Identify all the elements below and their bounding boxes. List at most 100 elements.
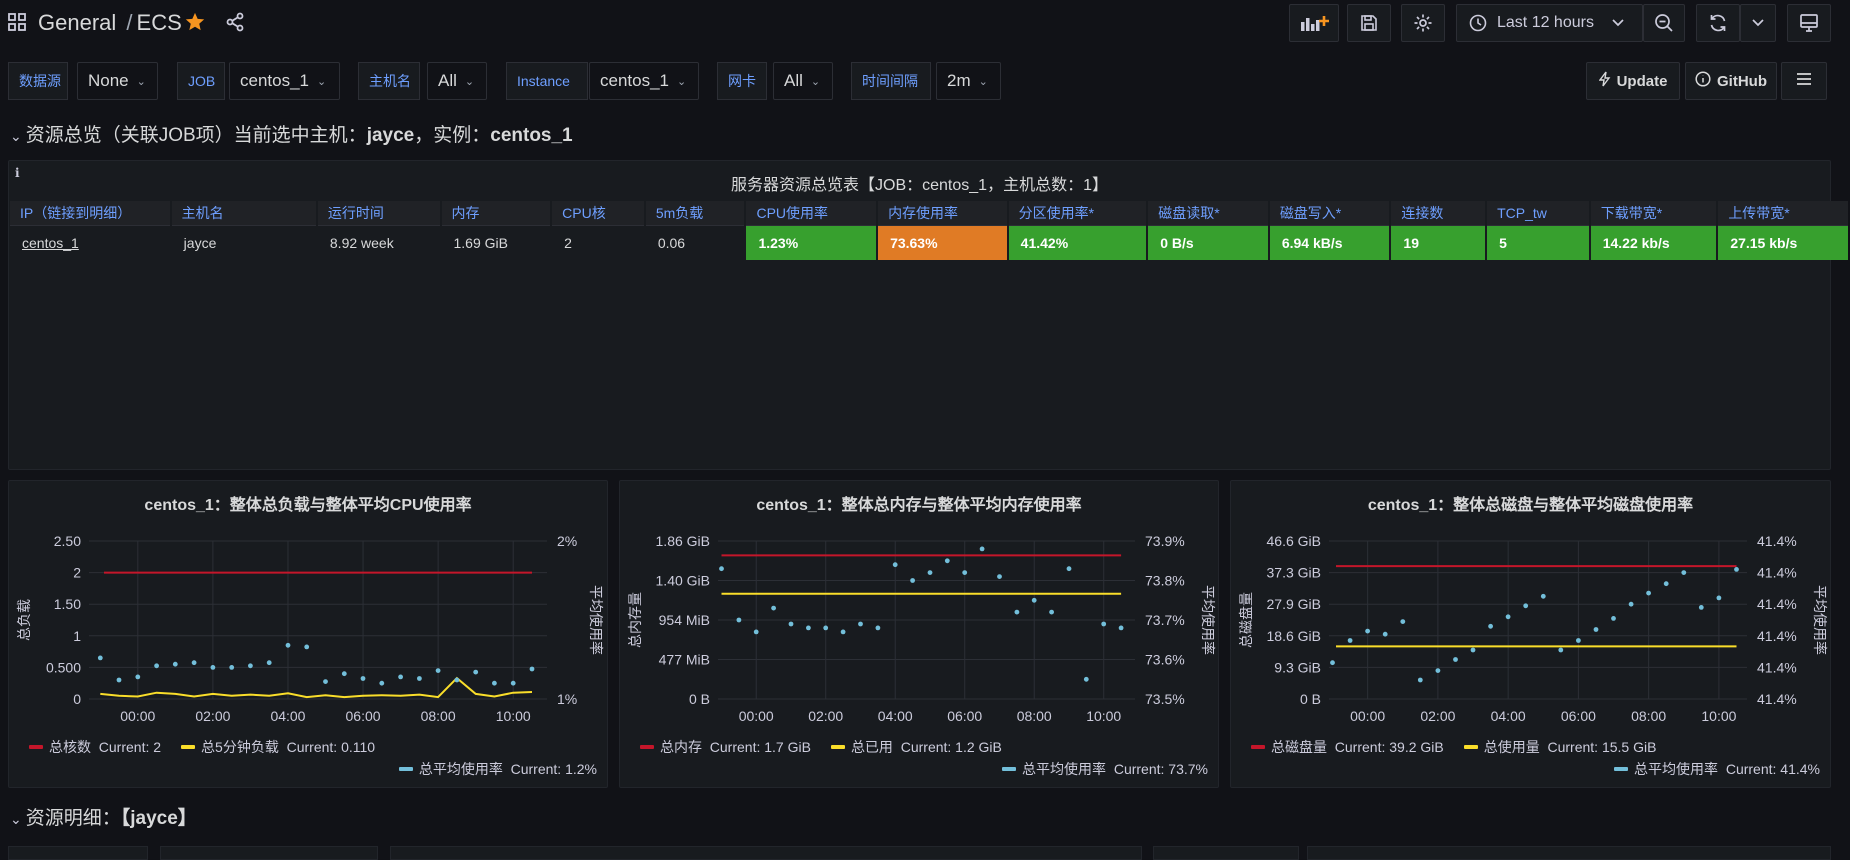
cpu-load-chart: 2.50 2 1.50 1 0.500 0 2% 1% 00:00 02:00 04:00 06:00… (16, 533, 604, 724)
var-value-nic: All (784, 71, 803, 90)
legend-series-name[interactable]: 总平均使用率 (1634, 761, 1719, 777)
var-select-interval[interactable]: 2m ⌄ (936, 62, 1001, 100)
var-select-datasource[interactable]: None ⌄ (77, 62, 158, 100)
cpu-load-chart-panel: centos_1：整体总负载与整体平均CPU使用率 2.50 2 1.50 1 0.50… (8, 480, 608, 788)
chart-legend: 总内存 Current: 1.7 GiB 总已用 Current: 1.2 Gi… (640, 737, 1002, 757)
cell-hostname: jayce (171, 225, 316, 260)
update-link-button[interactable]: Update (1586, 62, 1680, 100)
column-header[interactable]: 磁盘读取* (1148, 201, 1268, 225)
y-tick-label: 27.9 GiB (1267, 596, 1321, 612)
x-tick-label: 06:00 (346, 708, 381, 724)
y-tick-label: 0.500 (46, 659, 81, 675)
data-point (323, 679, 328, 684)
legend-series-value: Current: 2 (98, 739, 162, 755)
chart-legend: 总核数 Current: 2 总5分钟负载 Current: 0.110 (29, 737, 375, 757)
chevron-down-icon (1752, 19, 1764, 27)
column-header[interactable]: 运行时间 (317, 201, 440, 225)
data-point (1382, 631, 1388, 637)
column-header[interactable]: 上传带宽* (1718, 201, 1848, 225)
y-tick-label: 1.40 GiB (656, 573, 710, 589)
legend-swatch (1614, 767, 1629, 771)
data-point (266, 660, 272, 666)
column-header[interactable]: 下载带宽* (1590, 201, 1717, 225)
data-point (435, 668, 441, 673)
x-tick-label: 04:00 (878, 708, 913, 724)
chevron-down-icon: ⌄ (677, 75, 687, 88)
time-range-picker[interactable]: Last 12 hours (1456, 4, 1643, 42)
cell-load-5m: 0.06 (645, 225, 745, 260)
row-details-host: 【jayce】 (120, 808, 197, 829)
y-tick-label: 1.86 GiB (656, 533, 710, 549)
y-tick-label: 0 B (1300, 691, 1321, 707)
zoom-out-button[interactable] (1643, 4, 1685, 42)
apps-grid-icon[interactable] (8, 13, 26, 36)
save-icon (1360, 14, 1378, 32)
share-icon[interactable] (225, 12, 245, 37)
column-header[interactable]: CPU使用率 (746, 201, 877, 225)
add-panel-button[interactable] (1289, 4, 1339, 42)
row-header-overview[interactable]: ⌄ 资源总览（关联JOB项）当前选中主机：jayce，实例：centos_1 (10, 120, 573, 147)
var-select-hostname[interactable]: All ⌄ (427, 62, 487, 100)
save-dashboard-button[interactable] (1347, 4, 1391, 42)
data-point (304, 644, 310, 650)
data-point (1646, 590, 1651, 596)
panel-title[interactable]: centos_1：整体总内存与整体平均内存使用率 (756, 497, 1082, 514)
column-header[interactable]: CPU核 (552, 201, 644, 225)
column-header[interactable]: 内存使用率 (878, 201, 1007, 225)
data-point (1611, 616, 1616, 621)
x-tick-label: 10:00 (1086, 708, 1121, 724)
tv-mode-button[interactable] (1787, 4, 1831, 42)
legend-series-name[interactable]: 总已用 (850, 739, 893, 755)
data-point (979, 546, 985, 552)
row-overview-prefix: 资源总览（关联JOB项）当前选中主机： (25, 125, 367, 146)
y-axis-label: 总内存量 (627, 592, 643, 648)
data-point (1681, 570, 1687, 575)
legend-series-name[interactable]: 总平均使用率 (1022, 761, 1107, 777)
data-point (1330, 660, 1335, 666)
column-header[interactable]: TCP_tw (1487, 201, 1589, 225)
var-select-job[interactable]: centos_1 ⌄ (229, 62, 340, 100)
host-detail-link[interactable]: centos_1 (22, 235, 79, 251)
row-header-details[interactable]: ⌄ 资源明细：【jayce】 (10, 803, 197, 830)
var-select-instance[interactable]: centos_1 ⌄ (589, 62, 699, 100)
legend-series-name[interactable]: 总核数 (49, 739, 91, 755)
var-select-nic[interactable]: All ⌄ (773, 62, 833, 100)
column-header[interactable]: 连接数 (1391, 201, 1486, 225)
y2-axis-label: 平均使用率 (1200, 585, 1216, 655)
column-header[interactable]: 分区使用率* (1008, 201, 1147, 225)
refresh-interval-dropdown[interactable] (1740, 4, 1776, 42)
column-header[interactable]: IP（链接到明细） (10, 201, 170, 225)
legend-series-value: Current: 15.5 GiB (1547, 739, 1657, 755)
github-link-button[interactable]: GitHub (1685, 62, 1777, 100)
star-icon[interactable] (184, 11, 206, 38)
column-header[interactable]: 主机名 (171, 201, 316, 225)
info-icon[interactable]: i (15, 166, 20, 180)
data-point (1593, 627, 1599, 632)
legend-series-name[interactable]: 总磁盘量 (1271, 739, 1327, 755)
legend-series-name[interactable]: 总使用量 (1483, 739, 1540, 755)
cell-connections: 19 (1391, 225, 1486, 260)
column-header[interactable]: 5m负载 (645, 201, 745, 225)
data-point (417, 676, 422, 681)
menu-button[interactable] (1781, 62, 1827, 100)
x-tick-label: 08:00 (1631, 708, 1666, 724)
data-point (116, 677, 122, 683)
y-tick-label: 0 B (689, 691, 710, 707)
data-point (510, 680, 516, 686)
column-header[interactable]: 内存 (441, 201, 551, 225)
panel-title[interactable]: 服务器资源总览表【JOB：centos_1，主机总数：1】 (731, 177, 1108, 194)
column-header[interactable]: 磁盘写入* (1269, 201, 1390, 225)
legend-series-name[interactable]: 总内存 (660, 739, 702, 755)
refresh-button[interactable] (1696, 4, 1740, 42)
legend-series-name[interactable]: 总5分钟负载 (201, 739, 279, 755)
var-value-hostname: All (438, 71, 457, 90)
breadcrumb-folder[interactable]: General (38, 10, 117, 35)
data-point (1523, 603, 1529, 609)
legend-series-name[interactable]: 总平均使用率 (418, 761, 503, 777)
panel-title[interactable]: centos_1：整体总负载与整体平均CPU使用率 (144, 497, 472, 514)
y-tick-label: 1 (73, 628, 81, 644)
dashboard-title[interactable]: ECS (136, 10, 182, 35)
panel-title[interactable]: centos_1：整体总磁盘与整体平均磁盘使用率 (1367, 497, 1694, 514)
settings-button[interactable] (1401, 4, 1445, 42)
y-tick-label: 477 MiB (659, 652, 710, 668)
